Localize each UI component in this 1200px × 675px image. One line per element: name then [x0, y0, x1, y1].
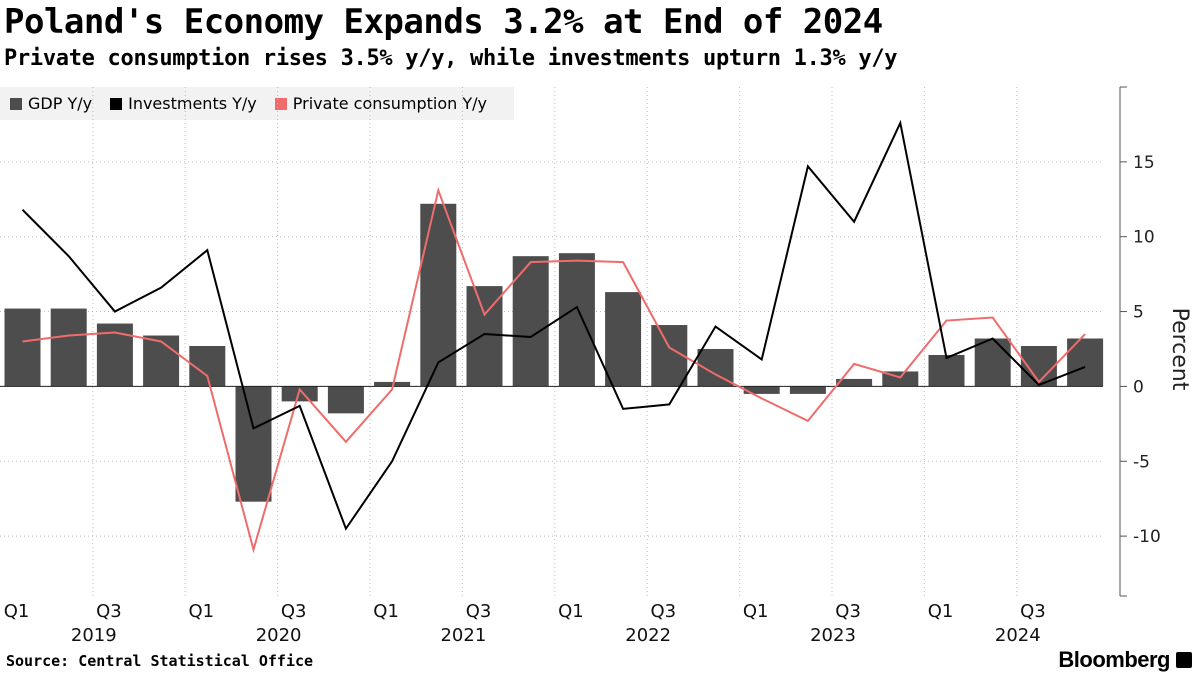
year-label: 2024 [995, 625, 1041, 646]
gdp-bar [143, 335, 180, 387]
consumption-line [22, 186, 1086, 554]
gdp-bar [789, 386, 826, 394]
gdp-bar [558, 253, 595, 387]
gdp-bar [743, 386, 780, 394]
gdp-bar [235, 386, 272, 502]
chart-title: Poland's Economy Expands 3.2% at End of … [4, 2, 883, 42]
gdp-bar [605, 292, 642, 387]
legend-bar-swatch [10, 97, 22, 110]
y-tick-label: 5 [1133, 303, 1144, 323]
gdp-bar [928, 354, 965, 387]
legend-line-swatch [274, 97, 287, 110]
legend-label-gdp: GDP Y/y [28, 94, 93, 113]
gdp-bar [327, 386, 364, 414]
source-note: Source: Central Statistical Office [6, 652, 314, 670]
x-tick-label: Q1 [743, 601, 769, 622]
legend: GDP Y/y Investments Y/y Private consumpt… [0, 87, 514, 120]
y-tick-label: 0 [1133, 377, 1144, 397]
gdp-bar [512, 256, 549, 387]
year-label: 2020 [256, 625, 302, 646]
x-tick-label: Q1 [928, 601, 954, 622]
gdp-bar [466, 286, 503, 387]
legend-item-investments: Investments Y/y [110, 94, 257, 113]
x-tick-label: Q1 [373, 601, 399, 622]
bloomberg-terminal-icon [1176, 652, 1192, 668]
x-tick-label: Q1 [558, 601, 584, 622]
chart-subtitle: Private consumption rises 3.5% y/y, whil… [4, 46, 898, 71]
gdp-bar [974, 338, 1011, 387]
x-tick-label: Q1 [188, 601, 214, 622]
x-tick-label: Q1 [4, 601, 30, 622]
gdp-bar [50, 308, 87, 387]
bloomberg-logo: Bloomberg [1058, 647, 1192, 673]
investments-line [21, 119, 1086, 531]
x-tick-label: Q3 [650, 601, 676, 622]
x-tick-label: Q3 [1020, 601, 1046, 622]
y-tick-label: 10 [1133, 228, 1155, 248]
gdp-bar [281, 386, 318, 402]
gdp-bar [374, 381, 411, 387]
legend-item-consumption: Private consumption Y/y [274, 94, 487, 113]
year-label: 2021 [440, 625, 486, 646]
legend-label-consumption: Private consumption Y/y [292, 94, 487, 113]
x-tick-label: Q3 [96, 601, 122, 622]
year-label: 2022 [625, 625, 671, 646]
x-tick-label: Q3 [281, 601, 307, 622]
gdp-bar [4, 308, 41, 387]
year-label: 2019 [71, 625, 117, 646]
year-label: 2023 [810, 625, 856, 646]
legend-label-investments: Investments Y/y [128, 94, 257, 113]
x-tick-label: Q3 [835, 601, 861, 622]
gdp-bar [651, 325, 688, 387]
gdp-bar [420, 203, 457, 387]
y-tick-label: 15 [1133, 153, 1155, 173]
x-tick-label: Q3 [466, 601, 492, 622]
legend-line-swatch [110, 97, 123, 110]
gdp-bar [836, 378, 873, 387]
y-tick-label: -5 [1133, 452, 1150, 472]
brand-text: Bloomberg [1058, 647, 1170, 672]
legend-item-gdp: GDP Y/y [10, 94, 92, 113]
y-tick-label: -10 [1133, 527, 1161, 547]
y-axis-title: Percent [1167, 308, 1192, 391]
